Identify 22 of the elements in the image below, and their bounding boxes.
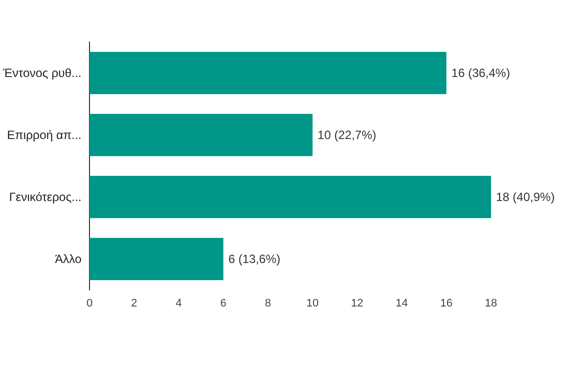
x-tick-label: 12 [351,298,364,310]
x-tick-label: 18 [484,298,498,310]
x-tick-label: 6 [220,298,226,310]
y-tick-label: Έντονος ρυθ... [2,66,82,80]
bar [90,176,491,218]
y-tick-label: Επιρροή απ... [6,128,82,142]
data-label: 16 (36,4%) [451,66,510,80]
x-tick-label: 2 [131,298,138,310]
x-tick-label: 0 [86,298,93,310]
bar [90,114,313,156]
y-tick-label: Άλλο [54,252,82,266]
data-label: 18 (40,9%) [496,190,555,204]
bar [90,238,224,280]
data-label: 6 (13,6%) [228,252,280,266]
bar [90,52,446,94]
x-tick-label: 8 [264,298,272,310]
data-label: 10 (22,7%) [318,128,376,142]
x-tick-label: 10 [306,298,319,310]
y-tick-label: Γενικότερος... [9,190,82,204]
x-tick-label: 16 [440,298,453,310]
x-tick-label: 14 [396,298,408,310]
x-tick-label: 4 [176,298,182,310]
